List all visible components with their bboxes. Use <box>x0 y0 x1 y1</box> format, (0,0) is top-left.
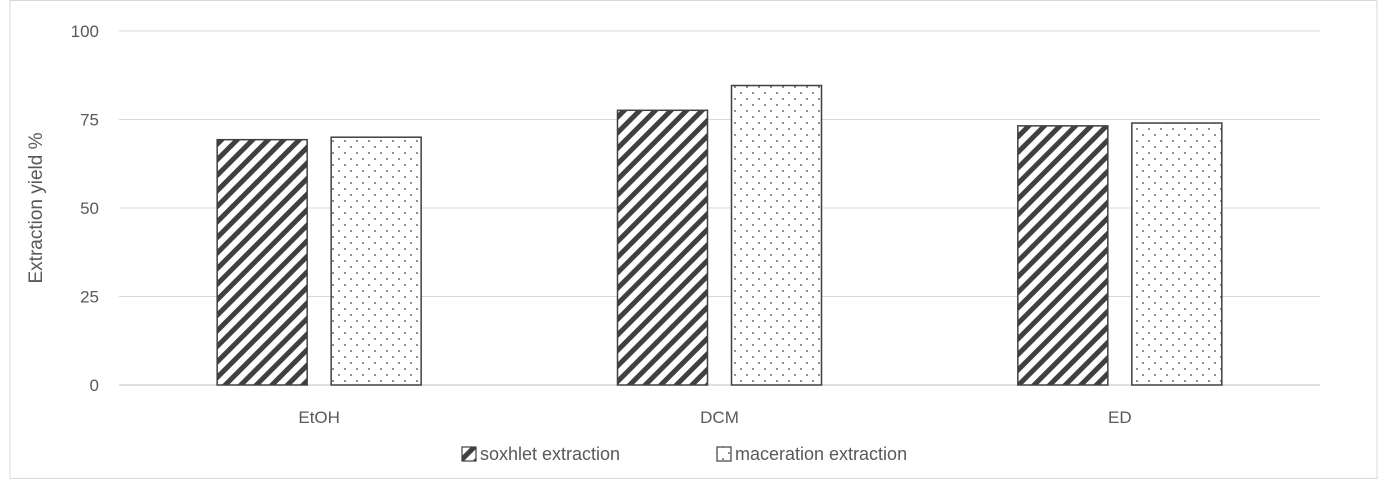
axes: 0 25 50 75 100 EtOH DCM ED <box>71 22 1132 427</box>
y-tick-label: 100 <box>71 22 99 41</box>
gridlines <box>119 30 1320 386</box>
y-tick-label: 25 <box>80 288 99 307</box>
y-tick-label: 0 <box>90 376 99 395</box>
x-tick-label: EtOH <box>298 408 340 427</box>
legend-swatch <box>461 446 477 462</box>
y-tick-label: 50 <box>80 199 99 218</box>
x-tick-label: DCM <box>700 408 739 427</box>
bar-diagonal-hatch-etoh <box>216 138 308 386</box>
legend-swatch <box>716 446 732 462</box>
legend-label: soxhlet extraction <box>480 444 620 464</box>
legend-label: maceration extraction <box>735 444 907 464</box>
bar-diagonal-hatch-ed <box>1017 125 1109 386</box>
y-axis-title: Extraction yield % <box>26 132 47 283</box>
bars <box>216 84 1223 386</box>
bar-dots-dcm <box>730 84 823 386</box>
bar-diagonal-hatch-dcm <box>616 109 709 386</box>
x-tick-label: ED <box>1108 408 1132 427</box>
y-tick-label: 75 <box>80 111 99 130</box>
bar-dots-ed <box>1131 122 1223 386</box>
bar-dots-etoh <box>330 136 422 386</box>
legend: soxhlet extraction maceration extraction <box>461 444 907 464</box>
